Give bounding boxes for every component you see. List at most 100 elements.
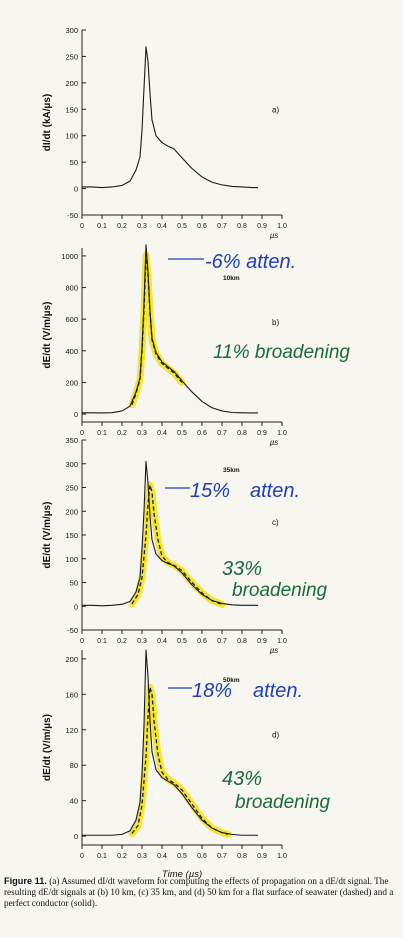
y-tick-label-d: 120: [65, 726, 78, 735]
conductor-solid-series-a: [82, 46, 258, 189]
b-atten-note: -6% atten.: [205, 251, 296, 273]
x-tick-label-a: 0.5: [177, 223, 187, 230]
y-tick-label-b: 600: [65, 315, 78, 324]
x-tick-label-d: 0.2: [117, 853, 127, 860]
x-tick-label-d: 0.8: [237, 853, 247, 860]
x-tick-label-b: 0.9: [257, 430, 267, 437]
x-tick-label-c: 0.7: [217, 638, 227, 645]
y-tick-label-b: 400: [65, 347, 78, 356]
c-atten-word: atten.: [250, 480, 300, 502]
y-tick-label-b: 200: [65, 378, 78, 387]
x-tick-label-b: 0.3: [137, 430, 147, 437]
x-tick-label-a: 0.8: [237, 223, 247, 230]
x-tick-label-a: 0.9: [257, 223, 267, 230]
distance-label-c: 35km: [223, 467, 240, 474]
y-tick-label-d: 160: [65, 690, 78, 699]
y-tick-label-b: 0: [74, 410, 78, 419]
y-axis-title-a: dI/dt (kA/µs): [42, 94, 53, 151]
d-atten-word: atten.: [253, 680, 303, 702]
d-atten-pct: 18%: [192, 680, 232, 702]
c-broad-word: broadening: [232, 580, 328, 601]
y-tick-label-c: 200: [65, 507, 78, 516]
x-tick-label-c: 0.2: [117, 638, 127, 645]
y-tick-label-c: 250: [65, 484, 78, 493]
y-tick-label-c: -50: [67, 626, 78, 635]
x-tick-label-b: 0.7: [217, 430, 227, 437]
seawater-dashed-series-b: [131, 254, 183, 405]
y-tick-label-a: 200: [65, 79, 78, 88]
distance-label-b: 10km: [223, 275, 240, 282]
x-tick-label-a: 0.4: [157, 223, 167, 230]
c-broad-pct: 33%: [222, 558, 262, 580]
x-tick-label-a: 0.6: [197, 223, 207, 230]
seawater-dashed-series-c: [131, 484, 223, 605]
x-tick-label-d: 0.6: [197, 853, 207, 860]
x-axis-title-b: µs: [270, 438, 279, 447]
x-tick-label-c: 0.1: [97, 638, 107, 645]
x-tick-label-d: 0: [80, 853, 84, 860]
x-axis-title-c: µs: [270, 646, 279, 655]
x-tick-label-c: 0.9: [257, 638, 267, 645]
distance-label-d: 50km: [223, 677, 240, 684]
x-tick-label-a: 1.0: [277, 223, 287, 230]
y-tick-label-a: -50: [67, 211, 78, 220]
x-tick-label-d: 0.5: [177, 853, 187, 860]
x-tick-label-b: 0.2: [117, 430, 127, 437]
d-broad-word: broadening: [235, 792, 331, 813]
y-tick-label-c: 350: [65, 436, 78, 445]
y-axis-title-b: dE/dt (V/m/µs): [42, 302, 53, 369]
y-tick-label-b: 1000: [61, 252, 78, 261]
y-tick-label-d: 200: [65, 655, 78, 664]
x-tick-label-b: 0.5: [177, 430, 187, 437]
x-tick-label-c: 0.8: [237, 638, 247, 645]
y-tick-label-a: 0: [74, 185, 78, 194]
figure-caption: Figure 11. (a) Assumed dI/dt waveform fo…: [4, 876, 396, 910]
x-tick-label-d: 0.3: [137, 853, 147, 860]
x-tick-label-b: 0.8: [237, 430, 247, 437]
y-tick-label-d: 80: [70, 761, 78, 770]
y-tick-label-c: 50: [70, 579, 78, 588]
x-tick-label-d: 0.4: [157, 853, 167, 860]
b-broad-note: 11% broadening: [213, 342, 350, 363]
y-axis-title-c: dE/dt (V/m/µs): [42, 502, 53, 569]
x-tick-label-c: 1.0: [277, 638, 287, 645]
x-tick-label-c: 0.4: [157, 638, 167, 645]
panel-label-b: b): [272, 318, 279, 327]
c-atten-pct: 15%: [190, 480, 230, 502]
conductor-solid-series-d: [82, 649, 258, 836]
y-tick-label-c: 0: [74, 602, 78, 611]
panel-d: 0 40 80 120 160 200 0 0.1 0.2 0.3 0.4 0.5 0.6 0.7 0.8 0…: [42, 649, 287, 880]
y-tick-label-b: 800: [65, 284, 78, 293]
panel-b: 0 200 400 600 800 1000 0 0.1 0.2 0.3 0.4 0.5 0.6 0.7 0…: [42, 244, 287, 447]
y-tick-label-a: 50: [70, 158, 78, 167]
x-tick-label-a: 0.1: [97, 223, 107, 230]
y-tick-label-a: 100: [65, 132, 78, 141]
x-tick-label-b: 1.0: [277, 430, 287, 437]
x-tick-label-d: 0.9: [257, 853, 267, 860]
x-tick-label-a: 0.7: [217, 223, 227, 230]
panel-label-d: d): [272, 731, 279, 740]
x-axis-title-a: µs: [270, 231, 279, 240]
y-tick-label-d: 40: [70, 797, 78, 806]
x-tick-label-d: 0.1: [97, 853, 107, 860]
y-axis-title-d: dE/dt (V/m/µs): [42, 714, 53, 781]
y-tick-label-a: 150: [65, 105, 78, 114]
y-tick-label-c: 100: [65, 555, 78, 564]
y-tick-label-c: 300: [65, 460, 78, 469]
handwritten-annotations: -6% atten. 11% broadening 15% atten. 33%…: [165, 251, 350, 813]
x-tick-label-b: 0.4: [157, 430, 167, 437]
caption-text: (a) Assumed dI/dt waveform for computing…: [4, 876, 394, 909]
x-tick-label-c: 0.5: [177, 638, 187, 645]
x-tick-label-a: 0: [80, 223, 84, 230]
panel-label-a: a): [272, 106, 279, 115]
highlight-d: [128, 683, 232, 838]
x-tick-label-b: 0.1: [97, 430, 107, 437]
x-tick-label-c: 0.6: [197, 638, 207, 645]
highlight-b: [128, 251, 186, 409]
panel-label-c: c): [272, 518, 279, 527]
x-tick-label-c: 0: [80, 638, 84, 645]
y-tick-label-d: 0: [74, 832, 78, 841]
